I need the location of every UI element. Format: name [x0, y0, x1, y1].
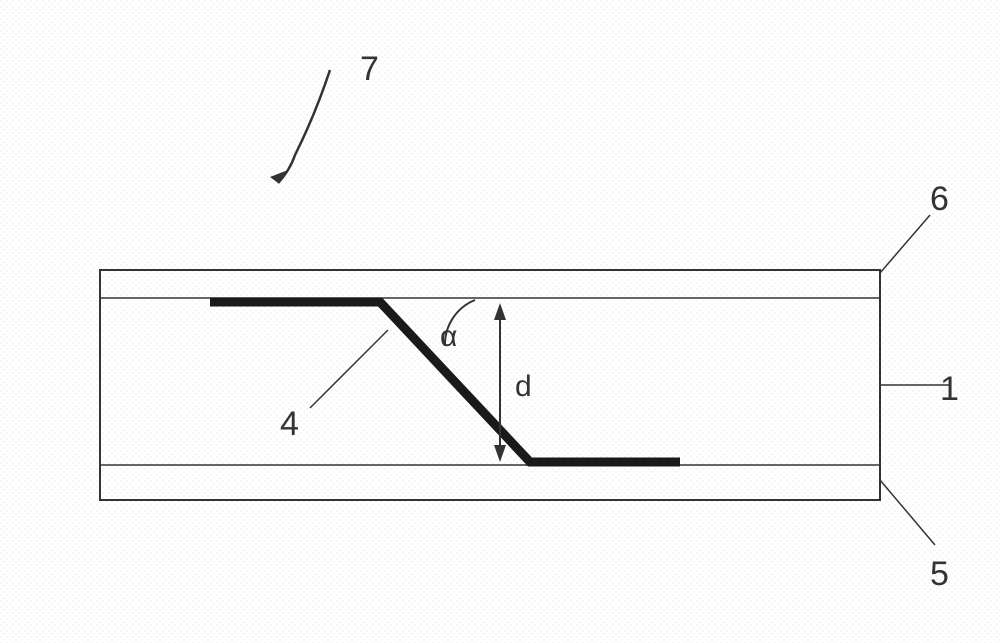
label-6: 6: [930, 180, 949, 219]
label-7: 7: [360, 50, 379, 89]
diagram-svg: [0, 0, 1000, 643]
label-5: 5: [930, 555, 949, 594]
diagram-canvas: 7 6 1 5 4 α d: [0, 0, 1000, 643]
label-alpha: α: [440, 320, 457, 354]
label-d: d: [515, 370, 532, 404]
label-1: 1: [940, 370, 959, 409]
label-4: 4: [280, 405, 299, 444]
